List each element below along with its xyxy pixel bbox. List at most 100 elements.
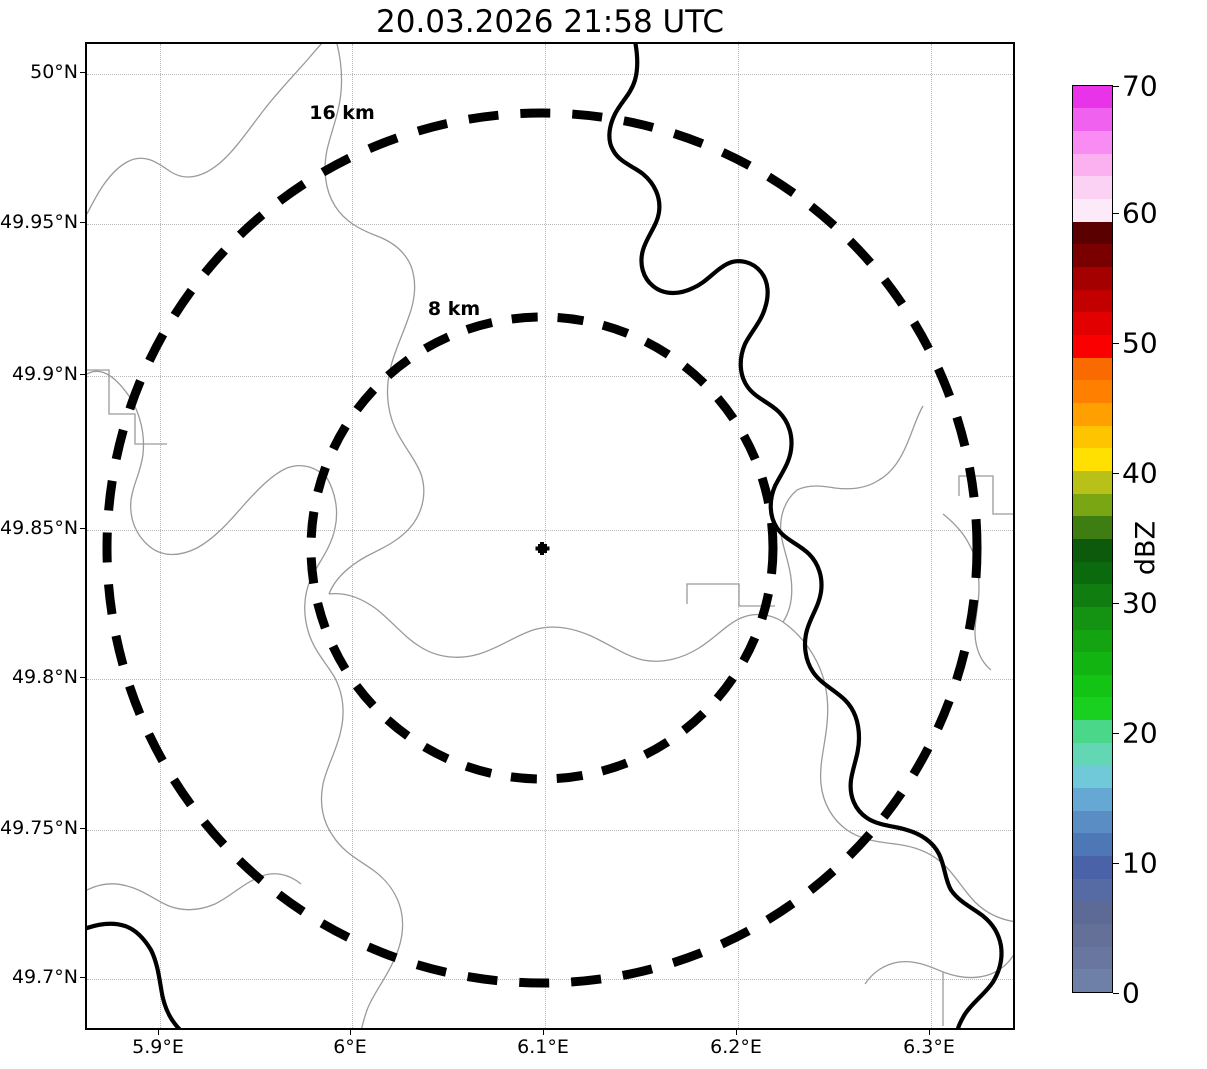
gridline-horizontal [87,979,1013,980]
colorbar-band [1073,131,1112,154]
colorbar-band [1073,199,1112,222]
y-tick-mark [80,677,85,678]
country-border [87,44,1004,1028]
colorbar-band [1073,380,1112,403]
colorbar-band [1073,312,1112,335]
x-tick-mark [158,1030,159,1035]
gridline-horizontal [87,74,1013,75]
colorbar-band [1073,901,1112,925]
colorbar-tick-label: 70 [1122,69,1158,103]
y-axis-tick-label: 49.75°N [0,817,79,839]
colorbar-tick-label: 0 [1122,976,1140,1010]
colorbar-band [1073,924,1112,947]
colorbar-tick-mark [1113,343,1119,344]
colorbar-band [1073,516,1112,539]
colorbar-band [1073,538,1112,562]
colorbar-band [1073,244,1112,267]
colorbar-band [1073,652,1112,675]
colorbar-band [1073,334,1112,358]
map-plot-area[interactable]: 16 km 8 km [85,42,1015,1030]
gridline-horizontal [87,224,1013,225]
page-title: 20.03.2026 21:58 UTC [376,4,724,40]
admin-boundaries [87,44,1013,1028]
colorbar-band [1073,788,1112,811]
range-ring-16km [102,108,982,988]
colorbar-band [1073,629,1112,653]
colorbar-tick-mark [1113,213,1119,214]
colorbar-band [1073,153,1112,177]
y-axis-tick-label: 49.8°N [11,666,78,688]
colorbar-band [1073,108,1112,132]
colorbar[interactable] [1072,85,1113,993]
colorbar-band [1073,357,1112,381]
y-axis-tick-label: 50°N [30,61,78,83]
range-ring-label-8km: 8 km [427,298,481,320]
x-tick-mark [736,1030,737,1035]
colorbar-band [1073,878,1112,902]
colorbar-tick-label: 10 [1122,846,1158,880]
colorbar-tick-mark [1113,993,1119,994]
y-axis-tick-label: 49.7°N [11,966,78,988]
y-tick-mark [80,977,85,978]
gridline-vertical [160,44,161,1028]
colorbar-band [1073,85,1112,109]
colorbar-tick-mark [1113,603,1119,604]
colorbar-band [1073,810,1112,834]
gridline-vertical [545,44,546,1028]
map-overlay-svg [87,44,1013,1028]
gridline-horizontal [87,376,1013,377]
x-axis-tick-label: 5.9°E [132,1036,184,1058]
colorbar-tick-label: 40 [1122,456,1158,490]
gridline-horizontal [87,679,1013,680]
colorbar-tick-mark [1113,473,1119,474]
colorbar-tick-label: 60 [1122,196,1158,230]
colorbar-band [1073,742,1112,766]
colorbar-band [1073,425,1112,449]
gridline-vertical [352,44,353,1028]
gridline-horizontal [87,830,1013,831]
colorbar-tick-mark [1113,863,1119,864]
gridline-vertical [931,44,932,1028]
range-ring-label-16km: 16 km [309,102,375,124]
colorbar-band [1073,697,1112,721]
colorbar-band [1073,493,1112,517]
gridline-horizontal [87,530,1013,531]
x-axis-tick-label: 6.3°E [903,1036,955,1058]
colorbar-band [1073,765,1112,789]
y-tick-mark [80,222,85,223]
map-canvas: 16 km 8 km [87,44,1013,1028]
colorbar-band [1073,720,1112,743]
colorbar-band [1073,448,1112,471]
colorbar-tick-mark [1113,86,1119,87]
y-tick-mark [80,374,85,375]
colorbar-band [1073,606,1112,630]
x-axis-tick-label: 6°E [333,1036,367,1058]
y-axis-tick-label: 49.9°N [11,363,78,385]
colorbar-band [1073,833,1112,857]
colorbar-tick-label: 30 [1122,586,1158,620]
colorbar-band [1073,969,1112,992]
colorbar-tick-label: 20 [1122,716,1158,750]
range-ring-8km [306,312,778,784]
x-tick-mark [543,1030,544,1035]
x-tick-mark [350,1030,351,1035]
x-axis-tick-label: 6.1°E [517,1036,569,1058]
colorbar-band [1073,176,1112,200]
colorbar-band [1073,584,1112,607]
colorbar-band [1073,221,1112,245]
colorbar-tick-mark [1113,733,1119,734]
y-axis-tick-label: 49.85°N [0,517,79,539]
x-axis-tick-label: 6.2°E [710,1036,762,1058]
colorbar-axis-label: dBZ [1130,520,1162,576]
x-tick-mark [929,1030,930,1035]
y-tick-mark [80,72,85,73]
colorbar-band [1073,267,1112,290]
radar-center-plus-icon [535,542,550,555]
colorbar-band [1073,402,1112,426]
colorbar-band [1073,674,1112,698]
colorbar-band [1073,289,1112,313]
colorbar-band [1073,856,1112,879]
colorbar-band [1073,561,1112,585]
y-tick-mark [80,528,85,529]
